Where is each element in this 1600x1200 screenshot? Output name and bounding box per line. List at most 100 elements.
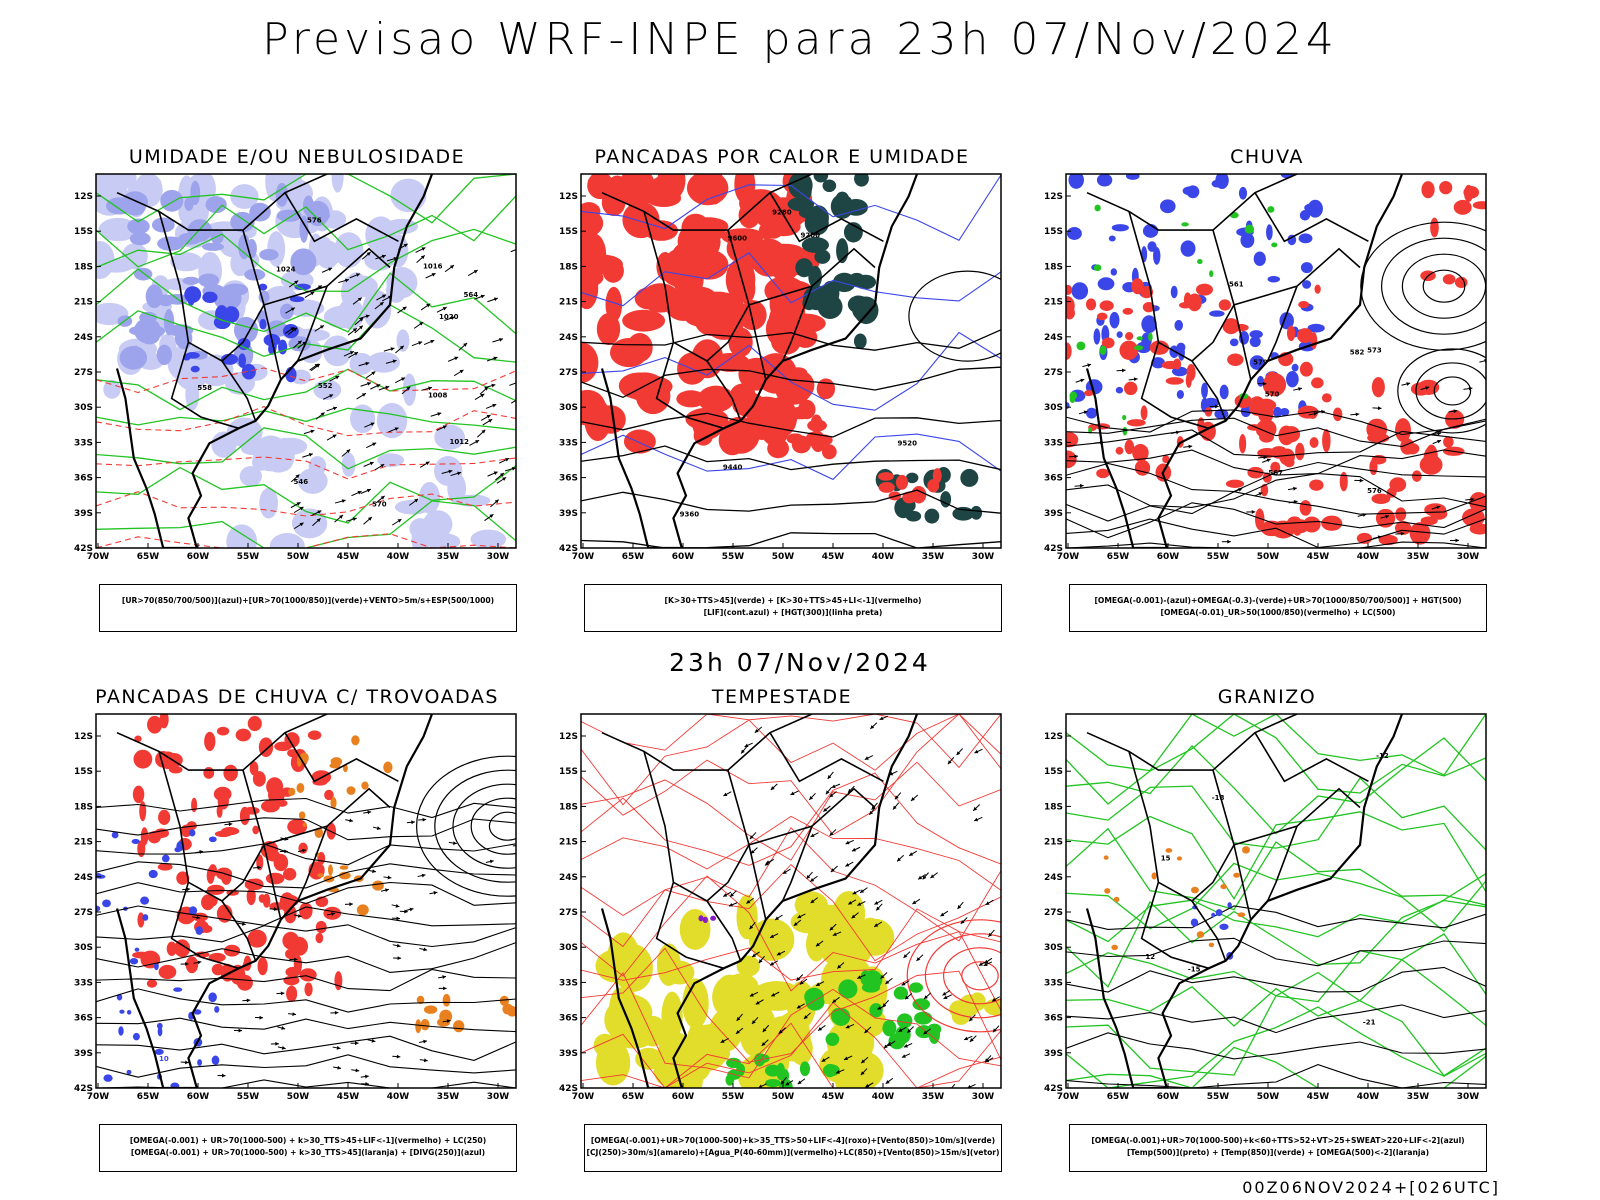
contour-line	[96, 988, 516, 1013]
shaded-region	[100, 174, 137, 191]
contour-label: 582	[1350, 349, 1365, 357]
wind-arrowhead	[942, 991, 947, 996]
shaded-region	[145, 284, 163, 309]
shaded-region	[157, 236, 185, 251]
contour-ring	[1360, 221, 1486, 351]
wind-arrowhead	[228, 822, 233, 827]
shaded-region	[203, 766, 215, 779]
shaded-region	[1439, 180, 1453, 195]
wind-arrowhead	[379, 302, 384, 306]
lon-label: 55W	[1207, 1092, 1230, 1102]
contour-line	[581, 331, 1001, 411]
wind-arrowhead	[965, 1089, 969, 1093]
wind-arrowhead	[1437, 431, 1442, 436]
lat-label: 18S	[1044, 802, 1063, 812]
wind-arrowhead	[332, 434, 337, 439]
shaded-region	[314, 827, 324, 838]
shaded-region	[1209, 270, 1214, 278]
lat-label: 24S	[74, 333, 93, 343]
wind-arrowhead	[852, 890, 857, 895]
shaded-region	[970, 505, 983, 520]
wind-arrowhead	[310, 429, 315, 434]
wind-arrowhead	[940, 912, 945, 917]
wind-arrowhead	[918, 875, 923, 880]
contour-ring	[1397, 348, 1486, 434]
lat-label: 39S	[74, 509, 93, 519]
wind-arrowhead	[1133, 377, 1138, 382]
shaded-region	[287, 819, 308, 835]
wind-arrowhead	[385, 888, 389, 893]
shaded-region	[1229, 338, 1239, 347]
shaded-region	[1299, 361, 1313, 377]
shaded-region	[343, 764, 348, 773]
shaded-region	[1298, 233, 1313, 244]
panel-pancadas-trovoadas: PANCADAS DE CHUVA C/ TROVOADAS 10 12S 15S 1…	[62, 686, 532, 1172]
lat-label: 18S	[1044, 262, 1063, 272]
shaded-region	[1085, 298, 1097, 311]
country-border	[1266, 825, 1298, 902]
shaded-region	[1257, 403, 1274, 424]
contour-line	[1066, 873, 1486, 943]
country-border	[1128, 751, 1235, 902]
shaded-region	[298, 811, 306, 820]
contour-line	[1066, 905, 1486, 930]
wind-arrowhead	[380, 495, 385, 500]
shaded-region	[1215, 174, 1229, 189]
lon-label: 60W	[672, 1092, 695, 1102]
shaded-region	[290, 248, 317, 276]
wind-arrowhead	[864, 1029, 869, 1034]
shaded-region	[1180, 240, 1196, 257]
contour-line	[1066, 1046, 1486, 1088]
shaded-region	[1462, 508, 1485, 527]
country-border	[296, 285, 328, 362]
wind-arrowhead	[782, 870, 787, 874]
shaded-region	[1378, 534, 1398, 546]
shaded-region	[1430, 217, 1439, 238]
lat-label: 39S	[559, 509, 578, 519]
lon-label: 70W	[1057, 552, 1080, 562]
wind-arrowhead	[302, 848, 306, 853]
wind-arrowhead	[352, 328, 357, 332]
wind-arrowhead	[366, 252, 371, 256]
country-border	[1233, 844, 1252, 920]
wind-arrowhead	[778, 1029, 783, 1034]
shaded-region	[1211, 912, 1216, 918]
contour-line	[1066, 518, 1486, 548]
shaded-region	[273, 853, 289, 872]
wind-arrowhead	[749, 835, 754, 840]
lon-label: 40W	[387, 1092, 410, 1102]
country-border	[1254, 192, 1369, 243]
wind-arrowhead	[758, 959, 763, 964]
shaded-region	[736, 955, 760, 977]
wind-arrowhead	[238, 1028, 243, 1033]
shaded-region	[1094, 204, 1101, 212]
shaded-region	[1071, 282, 1089, 300]
shaded-region	[1142, 224, 1159, 238]
lon-label: 60W	[672, 552, 695, 562]
shaded-region	[587, 174, 614, 200]
shaded-region	[190, 365, 200, 373]
wind-arrowhead	[1080, 378, 1085, 383]
wind-arrowhead	[404, 909, 408, 914]
contour-line	[1066, 502, 1486, 539]
shaded-region	[1282, 426, 1301, 443]
lon-label: 70W	[1057, 1092, 1080, 1102]
shaded-region	[1099, 345, 1107, 355]
shaded-region	[1249, 355, 1265, 370]
wind-arrowhead	[365, 1082, 369, 1086]
legend-line: [OMEGA(-0.001)+UR>70(1000-500)+k>35_TTS>…	[590, 1136, 996, 1145]
shaded-region	[132, 1032, 140, 1041]
country-border	[781, 825, 813, 902]
shaded-region	[299, 215, 309, 243]
shaded-region	[1233, 872, 1240, 878]
shaded-region	[442, 993, 451, 1007]
shaded-region	[146, 979, 158, 988]
shaded-region	[222, 283, 249, 297]
wind-arrowhead	[387, 875, 392, 880]
shaded-region	[176, 871, 190, 885]
shaded-region	[1463, 185, 1480, 199]
contour-ring	[924, 933, 1001, 1019]
wind-arrowhead	[401, 377, 406, 381]
contour-line	[581, 826, 1001, 942]
shaded-region	[854, 174, 869, 187]
